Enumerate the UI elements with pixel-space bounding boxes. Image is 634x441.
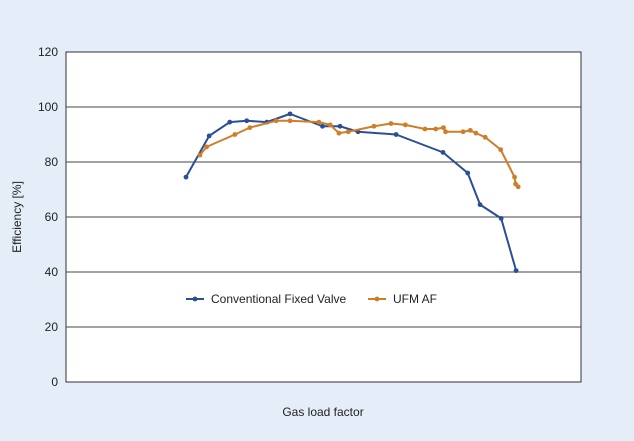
series-1 [183, 111, 519, 274]
data-point [482, 134, 488, 140]
legend-marker [374, 296, 380, 302]
data-point [515, 184, 521, 190]
legend-item: Conventional Fixed Valve [186, 292, 347, 306]
data-point [498, 215, 504, 221]
legend-item: UFM AF [368, 292, 437, 306]
data-point [287, 118, 293, 124]
x-axis-label: Gas load factor [282, 405, 363, 419]
y-tick-label: 100 [38, 100, 58, 114]
y-tick-label: 20 [45, 320, 59, 334]
data-point [512, 174, 517, 180]
y-axis-ticks: 0 20 40 60 80 100 120 [38, 45, 58, 389]
y-tick-label: 40 [45, 265, 59, 279]
data-point [465, 170, 471, 176]
legend-marker [192, 296, 198, 302]
y-axis-label: Efficiency [%] [10, 181, 24, 253]
data-point [443, 129, 448, 135]
data-point [371, 123, 377, 129]
data-point [197, 152, 203, 158]
legend-label: Conventional Fixed Valve [211, 292, 347, 306]
y-tick-label: 0 [51, 375, 58, 389]
series-group [183, 111, 521, 274]
data-point [336, 130, 342, 136]
series-2 [197, 118, 521, 190]
data-point [388, 121, 394, 126]
data-point [393, 132, 399, 137]
legend-label: UFM AF [393, 292, 437, 306]
data-point [320, 123, 325, 129]
data-point [204, 144, 209, 150]
data-point [287, 111, 293, 117]
data-point [183, 174, 189, 180]
data-point [273, 118, 279, 124]
data-point [232, 132, 238, 137]
data-point [473, 130, 479, 136]
data-point [433, 126, 439, 132]
data-point [227, 119, 233, 125]
data-point [244, 118, 250, 124]
data-point [402, 122, 408, 128]
data-point [513, 268, 519, 274]
data-point [422, 126, 428, 132]
data-point [206, 133, 212, 139]
data-point [440, 149, 446, 155]
data-point [441, 125, 446, 131]
legend: Conventional Fixed Valve UFM AF [186, 292, 437, 306]
data-point [498, 147, 504, 153]
data-point [316, 119, 322, 125]
data-point [327, 122, 333, 128]
data-point [477, 202, 483, 208]
data-point [247, 125, 253, 131]
data-point [337, 123, 343, 129]
data-point [460, 129, 466, 135]
data-point [467, 127, 473, 133]
data-point [345, 129, 351, 135]
gridlines [66, 106, 581, 328]
y-tick-label: 60 [45, 210, 59, 224]
y-tick-label: 120 [38, 45, 58, 59]
y-tick-label: 80 [45, 155, 59, 169]
